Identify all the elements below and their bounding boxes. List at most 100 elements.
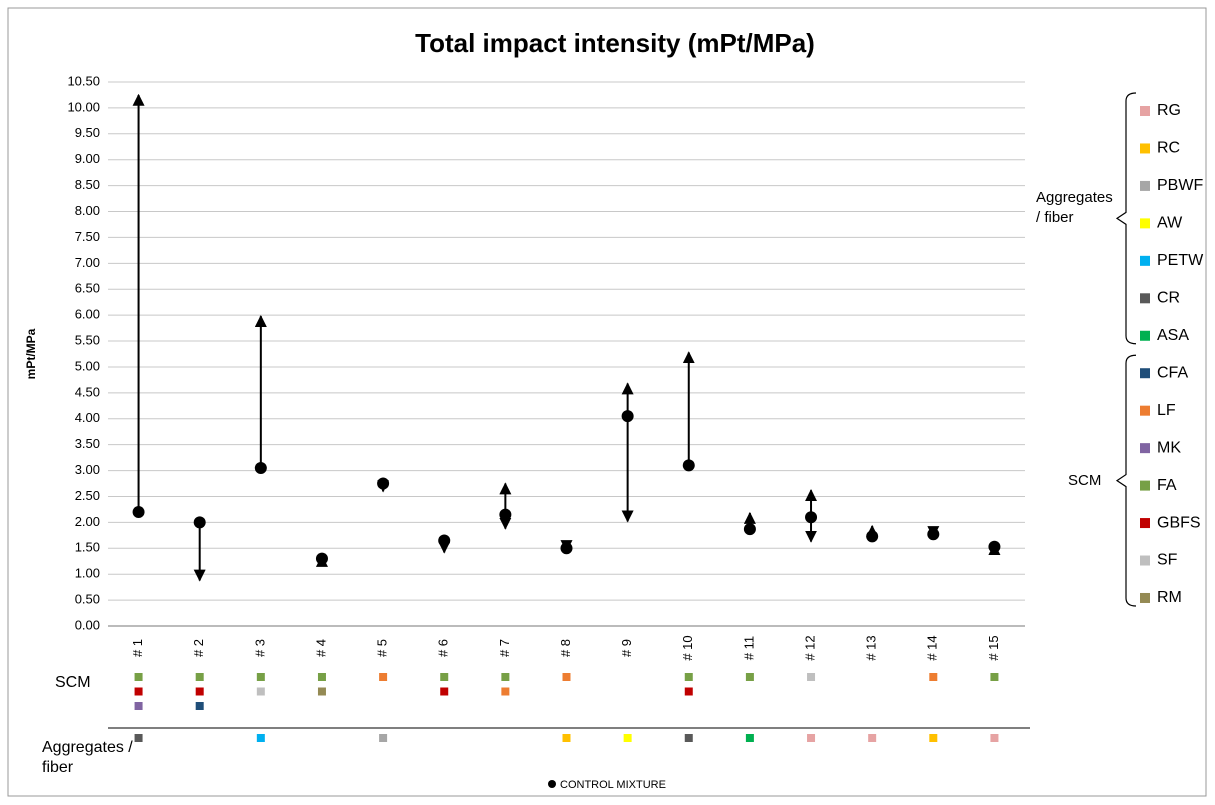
y-tick-label: 0.00	[75, 617, 100, 632]
aggregate-marker	[807, 734, 816, 742]
scm-marker	[379, 673, 388, 681]
legend-swatch	[1140, 555, 1150, 566]
scm-marker	[562, 673, 571, 681]
y-tick-label: 1.00	[75, 566, 100, 581]
legend-bracket	[1115, 354, 1137, 607]
control-point	[805, 511, 818, 524]
y-tick-label: 8.50	[75, 177, 100, 192]
legend-label: CR	[1157, 290, 1180, 307]
y-tick-label: 1.50	[75, 540, 100, 555]
scm-marker	[684, 687, 693, 696]
y-tick-label: 7.50	[75, 229, 100, 244]
y-tick-label: 3.50	[75, 436, 100, 451]
x-tick-label: # 2	[191, 639, 206, 657]
control-point	[499, 508, 512, 521]
y-tick-label: 5.00	[75, 358, 100, 373]
x-tick-label: # 9	[619, 639, 634, 657]
scm-marker	[256, 673, 265, 681]
aggregate-marker	[990, 734, 999, 742]
legend-label: ASA	[1157, 327, 1189, 344]
legend-label: RG	[1157, 102, 1181, 119]
scm-marker	[134, 702, 143, 710]
legend-swatch	[1140, 480, 1150, 491]
row-label: Aggregates / fiber	[42, 739, 133, 776]
y-tick-label: 4.50	[75, 384, 100, 399]
legend-swatch	[1140, 255, 1150, 266]
control-point	[866, 530, 879, 543]
control-point	[743, 523, 756, 536]
x-tick-label: # 1	[130, 639, 145, 657]
y-tick-label: 7.00	[75, 255, 100, 270]
control-point	[132, 506, 145, 519]
legend-label: SF	[1157, 552, 1178, 569]
scm-marker	[134, 687, 143, 696]
scm-marker	[501, 673, 510, 681]
y-axis-label: mPt/MPa	[24, 328, 38, 379]
aggregate-marker	[379, 734, 388, 742]
frame	[7, 7, 1207, 797]
x-tick-label: # 7	[497, 639, 512, 657]
scm-marker	[501, 687, 510, 696]
legend-label: GBFS	[1157, 514, 1201, 531]
legend-marker	[548, 780, 556, 788]
scm-marker	[807, 673, 816, 681]
scm-marker	[440, 673, 449, 681]
y-tick-label: 6.00	[75, 307, 100, 322]
legend-swatch	[1140, 106, 1150, 116]
y-tick-label: 10.50	[67, 73, 100, 88]
control-point	[682, 459, 695, 472]
y-tick-label: 2.00	[75, 514, 100, 529]
x-tick-label: # 6	[436, 639, 451, 657]
control-point	[315, 552, 328, 565]
legend-group-label: Aggregates / fiber	[1036, 189, 1113, 226]
aggregate-marker	[256, 734, 265, 742]
legend-swatch	[1140, 368, 1150, 379]
aggregate-marker	[745, 734, 754, 742]
legend-label: CONTROL MIXTURE	[560, 779, 666, 791]
scm-marker	[745, 673, 754, 681]
control-point	[438, 534, 451, 547]
y-tick-label: 8.00	[75, 203, 100, 218]
scm-marker	[317, 673, 326, 681]
scm-marker	[256, 687, 265, 696]
legend-swatch	[1140, 143, 1150, 154]
legend-swatch	[1140, 293, 1150, 304]
control-point	[377, 477, 390, 490]
x-tick-label: # 11	[741, 636, 756, 660]
legend-label: MK	[1157, 439, 1181, 456]
legend-bracket	[1115, 92, 1137, 345]
x-tick-label: # 8	[558, 639, 573, 657]
legend-label: PBWF	[1157, 177, 1203, 194]
x-tick-label: # 12	[802, 635, 817, 660]
y-tick-label: 5.50	[75, 332, 100, 347]
x-tick-label: # 3	[252, 639, 267, 657]
y-tick-label: 10.00	[67, 99, 100, 114]
legend-swatch	[1140, 405, 1150, 416]
x-tick-label: # 4	[313, 639, 328, 657]
y-tick-label: 9.00	[75, 151, 100, 166]
legend-swatch	[1140, 443, 1150, 454]
legend-swatch	[1140, 330, 1150, 341]
x-tick-label: # 14	[925, 635, 940, 660]
control-point	[621, 410, 634, 423]
aggregate-marker	[868, 734, 877, 742]
scm-marker	[195, 673, 204, 681]
chart-title: Total impact intensity (mPt/MPa)	[415, 28, 815, 58]
legend-swatch	[1140, 592, 1150, 603]
x-tick-label: # 10	[680, 635, 695, 660]
legend-label: RC	[1157, 140, 1180, 157]
legend-label: PETW	[1157, 252, 1204, 269]
aggregate-marker	[623, 734, 632, 742]
scm-marker	[317, 687, 326, 696]
control-point	[560, 542, 573, 555]
row-label: SCM	[55, 674, 91, 691]
aggregate-marker	[684, 734, 693, 742]
aggregate-marker	[562, 734, 571, 742]
legend-label: AW	[1157, 215, 1183, 232]
x-tick-label: # 13	[864, 635, 879, 660]
scm-marker	[684, 673, 693, 681]
y-tick-label: 3.00	[75, 462, 100, 477]
aggregate-marker	[134, 734, 143, 742]
legend-group-label: SCM	[1068, 472, 1102, 489]
